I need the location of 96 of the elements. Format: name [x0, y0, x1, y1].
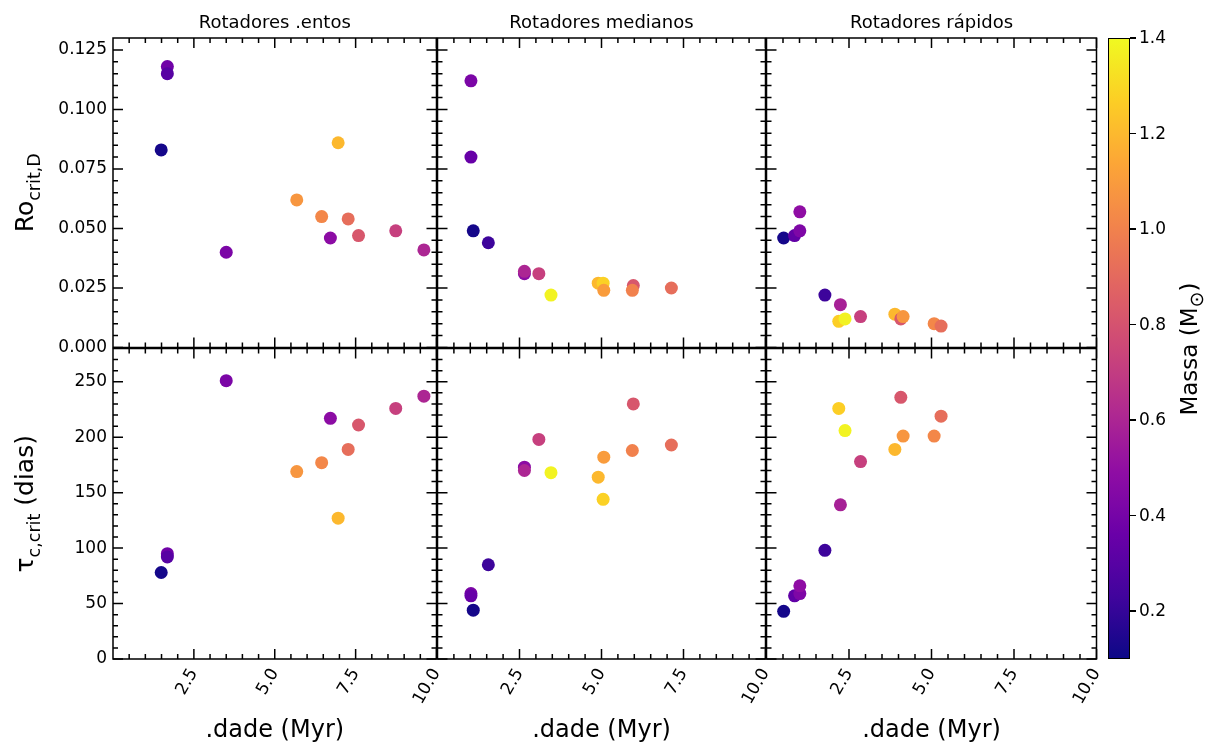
point — [894, 390, 908, 404]
point — [466, 224, 480, 238]
point — [341, 442, 355, 456]
point — [818, 288, 832, 302]
point — [544, 466, 558, 480]
point — [417, 243, 431, 257]
chart-title: Rotadores rápidos — [849, 10, 1014, 32]
x-tick-label: 2.5 — [825, 664, 857, 698]
point — [315, 210, 329, 224]
color-bar-label: 1.4 — [1139, 27, 1167, 47]
point — [625, 444, 639, 458]
color-bar-label: 0.8 — [1139, 313, 1167, 334]
point — [544, 288, 558, 302]
point — [160, 67, 174, 81]
point — [934, 319, 948, 333]
point — [417, 389, 431, 403]
point — [854, 310, 868, 324]
point — [927, 429, 941, 443]
x-axis-title: .dade (Myr) — [532, 714, 671, 743]
point — [833, 498, 847, 512]
y-tick-label: 50 — [85, 591, 107, 612]
point — [464, 150, 478, 164]
point — [352, 229, 366, 243]
y-axis-title: Rocrit,D — [9, 153, 45, 233]
y-tick-label: 0 — [96, 647, 107, 668]
x-tick-label: 5.0 — [577, 664, 609, 698]
y-tick-label: 0.075 — [58, 157, 107, 178]
point — [838, 424, 852, 438]
point — [154, 566, 168, 579]
point — [481, 558, 495, 572]
point — [793, 579, 807, 593]
point — [290, 465, 304, 479]
chart-title: Rotadores medianos — [509, 10, 694, 32]
point — [625, 283, 639, 297]
point — [597, 283, 611, 297]
point — [352, 418, 366, 432]
point — [818, 543, 832, 557]
color-bar-label: 1.2 — [1139, 122, 1167, 143]
x-tick-label: 5.0 — [251, 664, 283, 698]
x-tick-label: 5.0 — [907, 664, 939, 698]
point — [838, 312, 852, 326]
point — [323, 231, 337, 245]
point — [154, 143, 168, 157]
point — [793, 205, 807, 219]
x-tick-label: 7.5 — [990, 664, 1022, 698]
point — [331, 136, 345, 150]
point — [664, 438, 678, 452]
point — [832, 401, 846, 415]
color-bar-label: 0.4 — [1139, 504, 1167, 525]
point — [626, 397, 640, 411]
point — [664, 281, 678, 295]
y-tick-label: 0.050 — [58, 216, 107, 237]
point — [466, 603, 480, 617]
point — [481, 236, 495, 250]
point — [389, 401, 403, 415]
point — [597, 450, 611, 464]
point — [341, 212, 355, 226]
point — [777, 231, 791, 245]
point — [934, 409, 948, 423]
x-axis-title: .dade (Myr) — [862, 714, 1001, 743]
x-axis-title: .dade (Myr) — [205, 714, 345, 743]
y-tick-label: 200 — [74, 425, 107, 446]
point — [219, 245, 233, 259]
y-tick-label: 0.000 — [58, 335, 107, 356]
x-tick-label: 2.5 — [495, 664, 527, 698]
point — [591, 470, 605, 484]
point — [532, 432, 546, 446]
y-tick-label: 150 — [74, 481, 107, 502]
y-axis-title: τc,crit (dias) — [9, 435, 45, 573]
point — [323, 411, 337, 425]
y-tick-label: 0.125 — [58, 38, 107, 59]
point — [290, 193, 304, 207]
point — [777, 604, 791, 618]
chart-title: Rotadores .entos — [198, 10, 351, 32]
point — [833, 298, 847, 312]
color-bar-label: 1.0 — [1139, 218, 1167, 239]
y-tick-label: 250 — [74, 370, 107, 391]
point — [532, 267, 546, 281]
color-bar-label: 0.6 — [1139, 409, 1167, 430]
y-tick-label: 0.025 — [58, 276, 107, 297]
x-tick-label: 7.5 — [659, 664, 691, 698]
point — [331, 511, 345, 525]
point — [315, 456, 329, 470]
y-tick-label: 0.100 — [58, 97, 107, 118]
point — [464, 74, 478, 88]
point — [896, 429, 910, 443]
x-tick-label: 7.5 — [332, 664, 363, 698]
x-tick-label: 2.5 — [170, 664, 202, 698]
point — [219, 374, 233, 388]
point — [389, 224, 403, 238]
point — [793, 224, 807, 238]
y-tick-label: 100 — [74, 536, 107, 557]
point — [888, 442, 902, 456]
color-bar-label: 0.2 — [1139, 600, 1167, 621]
point — [854, 455, 868, 469]
point — [596, 492, 610, 506]
